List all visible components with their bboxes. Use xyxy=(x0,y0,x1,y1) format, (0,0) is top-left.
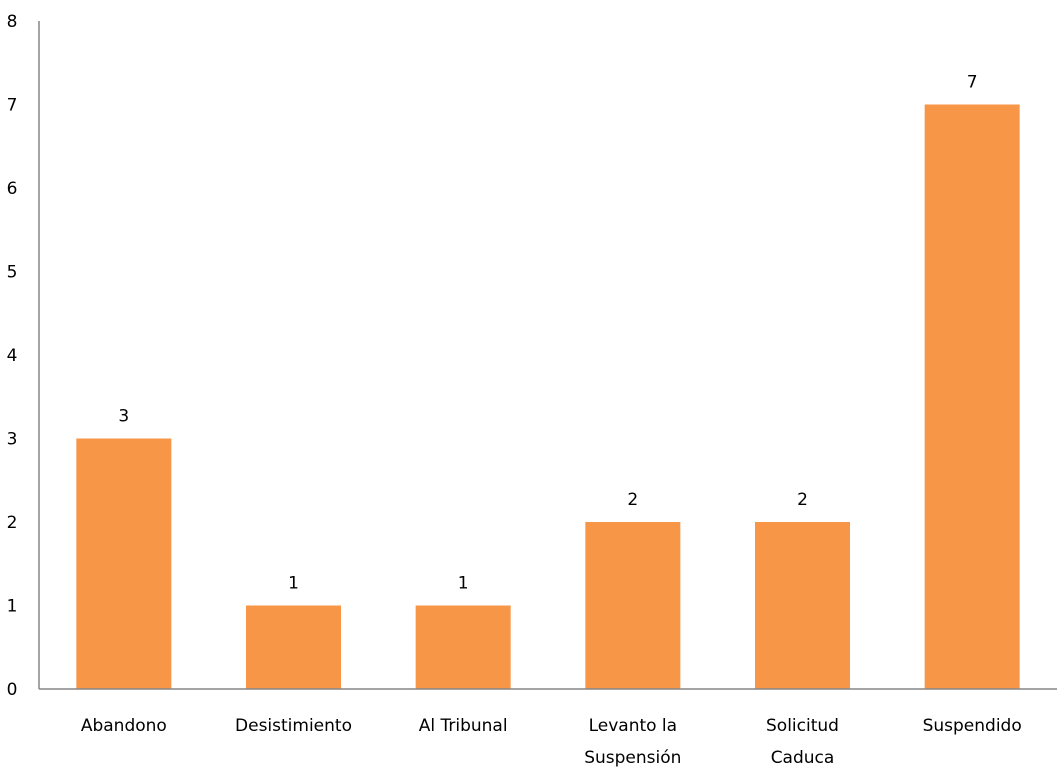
data-label: 2 xyxy=(627,490,638,510)
y-tick-label: 3 xyxy=(7,430,18,450)
category-label: Levanto la Suspensión xyxy=(584,716,681,768)
bar xyxy=(76,438,172,689)
category-label: Suspendido xyxy=(923,716,1022,736)
category-label: Abandono xyxy=(81,716,167,736)
data-label: 1 xyxy=(288,574,299,594)
y-tick-label: 1 xyxy=(7,597,18,617)
category-label: Desistimiento xyxy=(235,716,352,736)
data-label: 2 xyxy=(797,490,808,510)
y-tick-label: 6 xyxy=(7,179,18,199)
data-labels: 3 1 1 2 2 7 xyxy=(118,73,977,594)
y-axis-ticks: 0 1 2 3 4 5 6 7 8 xyxy=(7,12,18,700)
bar xyxy=(924,104,1020,689)
bar xyxy=(415,605,511,689)
y-tick-label: 0 xyxy=(7,680,18,700)
data-label: 1 xyxy=(458,574,469,594)
y-tick-label: 8 xyxy=(7,12,18,32)
y-tick-label: 7 xyxy=(7,96,18,116)
bar xyxy=(246,605,341,689)
category-label: Al Tribunal xyxy=(419,716,508,736)
data-label: 3 xyxy=(118,407,129,427)
bar xyxy=(585,522,681,689)
bar xyxy=(755,522,850,689)
y-tick-label: 5 xyxy=(7,263,18,283)
category-label: Solicitud Caduca xyxy=(766,716,839,768)
y-tick-label: 2 xyxy=(7,513,18,533)
bars xyxy=(76,104,1020,689)
y-tick-label: 4 xyxy=(7,346,18,366)
category-labels: Abandono Desistimiento Al Tribunal Levanto … xyxy=(81,716,1022,768)
data-label: 7 xyxy=(967,73,978,93)
